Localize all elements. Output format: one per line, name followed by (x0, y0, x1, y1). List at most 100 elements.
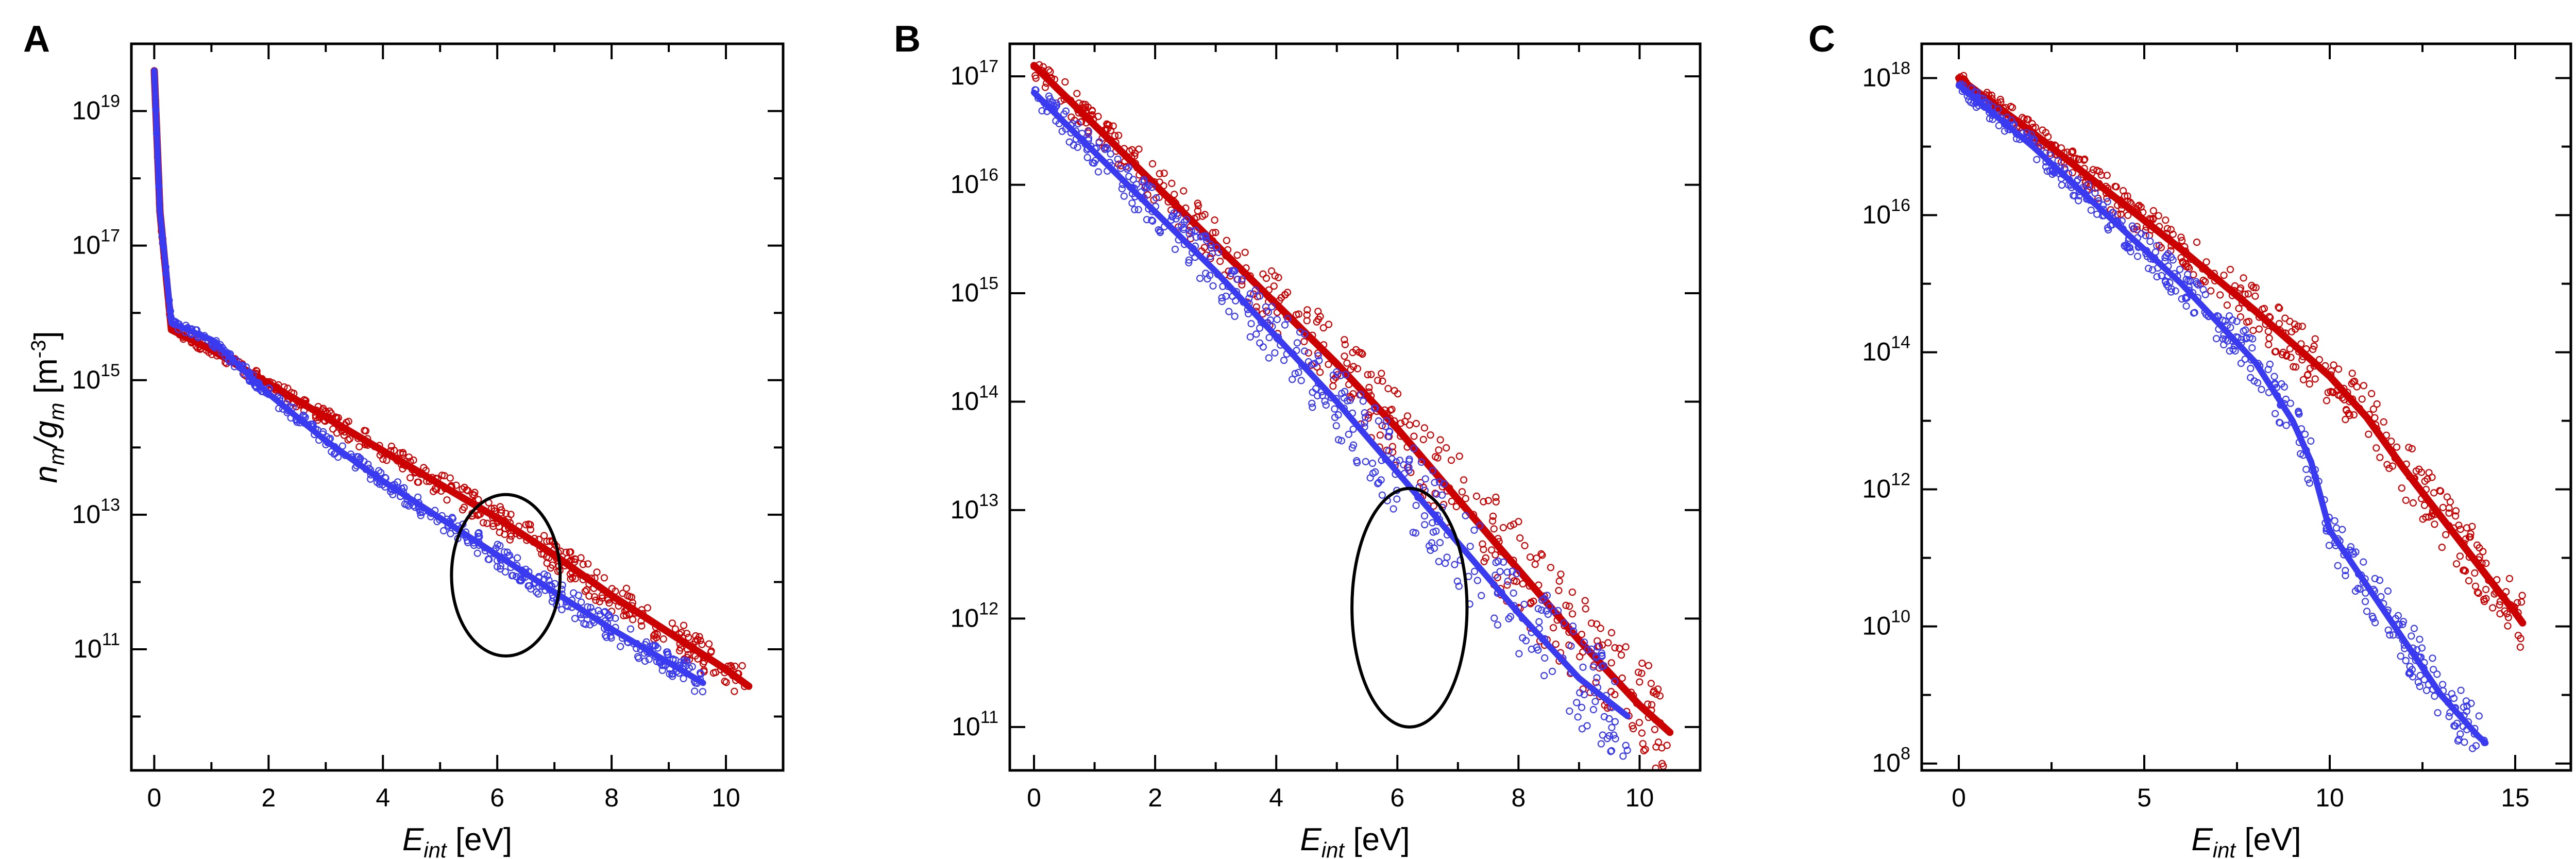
data-point (2222, 317, 2229, 325)
data-point (1291, 369, 1299, 378)
data-point (2360, 558, 2367, 566)
data-point (558, 605, 566, 614)
data-point (484, 555, 492, 563)
data-point (620, 612, 628, 619)
data-point (1995, 122, 2003, 129)
data-point (1374, 377, 1382, 384)
data-point (603, 624, 611, 632)
data-point (1366, 474, 1374, 482)
data-point (483, 519, 491, 527)
data-point (1458, 488, 1466, 496)
data-point (1074, 120, 1082, 128)
data-point (2065, 157, 2073, 164)
data-point (741, 682, 749, 690)
data-point (1986, 115, 1994, 123)
data-point (2286, 317, 2294, 325)
data-point (415, 502, 422, 510)
data-point (1610, 731, 1618, 739)
data-point (1074, 106, 1081, 113)
data-point (285, 402, 294, 411)
data-point (1597, 625, 1604, 632)
data-point (1569, 622, 1577, 630)
data-point (543, 553, 551, 561)
data-point (1548, 667, 1556, 676)
data-point (447, 530, 454, 537)
x-tick-label: 8 (604, 783, 619, 812)
data-point (2163, 281, 2171, 289)
data-point (2456, 552, 2464, 560)
data-point (2169, 256, 2177, 264)
data-point (1345, 430, 1352, 438)
data-point (1985, 106, 1993, 113)
data-point (2027, 131, 2035, 139)
data-point (464, 487, 472, 495)
data-point (668, 619, 676, 627)
data-point (2057, 175, 2065, 182)
data-point (1246, 272, 1254, 280)
data-point (1340, 405, 1348, 412)
data-point (444, 523, 452, 531)
data-point (2482, 585, 2490, 594)
data-point (2306, 380, 2313, 388)
data-point (1361, 409, 1368, 417)
data-point (1975, 97, 1982, 105)
data-point (2172, 287, 2179, 295)
data-point (680, 621, 688, 629)
data-point (2046, 151, 2054, 159)
data-point (2429, 507, 2437, 515)
data-point (2410, 475, 2417, 482)
data-point (1134, 206, 1142, 213)
data-point (1337, 437, 1345, 445)
data-point (1214, 271, 1222, 278)
data-point (1043, 79, 1050, 87)
data-point (588, 574, 596, 582)
data-point (1541, 654, 1549, 662)
data-point (1325, 321, 1333, 328)
data-point (684, 646, 691, 653)
data-point (351, 464, 359, 472)
data-point (1301, 347, 1309, 355)
data-point (1578, 703, 1586, 712)
data-point (284, 395, 292, 403)
data-point (1172, 199, 1180, 207)
data-point (487, 504, 496, 513)
data-point (1955, 81, 1963, 89)
data-point (1385, 427, 1393, 435)
data-point (1231, 312, 1239, 320)
data-point (1494, 574, 1501, 582)
data-point (1353, 365, 1362, 373)
data-point (354, 453, 363, 461)
data-point (415, 505, 423, 513)
data-point (2248, 344, 2256, 352)
data-point (470, 492, 478, 499)
data-point (1607, 629, 1616, 637)
data-point (2461, 738, 2468, 746)
data-point (2287, 353, 2295, 361)
data-point (734, 669, 741, 677)
data-point (452, 527, 460, 534)
data-point (2295, 439, 2303, 446)
data-point (1362, 458, 1369, 466)
data-point (522, 521, 530, 529)
data-point (1521, 542, 1529, 550)
data-point (1405, 457, 1413, 465)
plot-area (150, 67, 753, 696)
data-point (669, 655, 677, 663)
data-point (1492, 493, 1500, 501)
data-point (1318, 388, 1326, 396)
data-point (1994, 105, 2002, 113)
data-point (416, 509, 424, 516)
data-point (1435, 446, 1443, 454)
data-point (1490, 525, 1498, 533)
data-point (1419, 435, 1427, 444)
data-point (2057, 144, 2065, 152)
data-point (605, 599, 613, 607)
x-tick-label: 10 (2315, 783, 2344, 812)
data-point (496, 553, 504, 562)
data-point (2456, 712, 2464, 719)
data-point (2504, 614, 2512, 621)
data-point (342, 451, 349, 459)
data-point (1384, 384, 1392, 393)
data-point (1560, 619, 1568, 627)
data-point (2485, 577, 2493, 584)
